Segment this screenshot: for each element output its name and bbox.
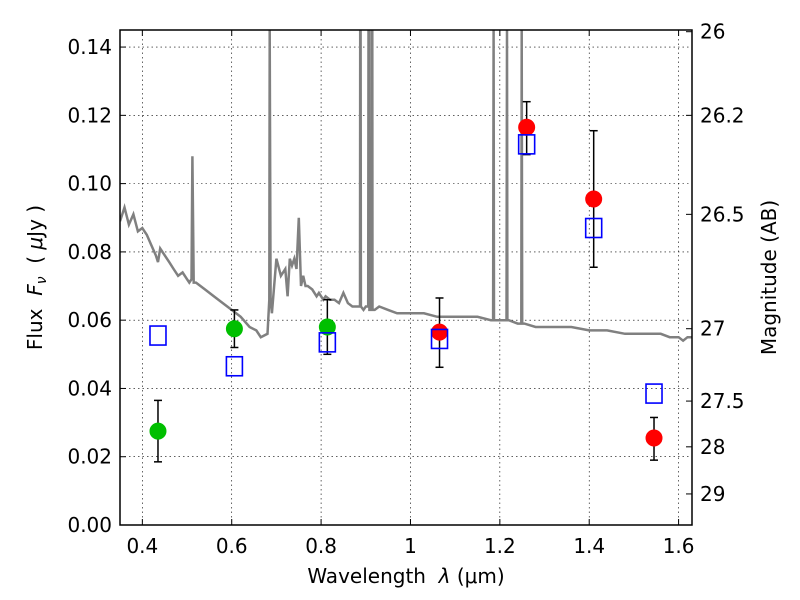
x-axis-label: Wavelength λ (μm) bbox=[307, 564, 504, 588]
model-flux-square bbox=[318, 332, 337, 353]
grid bbox=[120, 30, 692, 526]
y-axis-label: Flux Fν ( μJy ) bbox=[23, 205, 50, 350]
flux-point bbox=[518, 118, 536, 136]
x-tick-label: 0.6 bbox=[216, 534, 248, 558]
y2-tick-label: 28 bbox=[700, 435, 725, 459]
flux-point bbox=[645, 429, 663, 447]
x-tick-label: 0.8 bbox=[305, 534, 337, 558]
axis-ticks: 0.4 0.6 0.8 1 1.2 1.4 1.6 0.00 0.02 0.04 0.06 0.08 0… bbox=[67, 20, 744, 558]
y-tick-label: 0.14 bbox=[67, 35, 112, 59]
x-tick-label: 0.4 bbox=[126, 534, 158, 558]
x-tick-label: 1.4 bbox=[573, 534, 605, 558]
y-tick-label: 0.08 bbox=[67, 240, 112, 264]
flux-point bbox=[431, 323, 449, 341]
plot-frame bbox=[119, 29, 693, 526]
flux-point bbox=[149, 422, 167, 440]
flux-point bbox=[585, 190, 603, 208]
y2-tick-label: 26.5 bbox=[700, 202, 745, 226]
data-points bbox=[149, 100, 663, 463]
model-flux-square bbox=[149, 325, 167, 346]
model-flux-square bbox=[517, 134, 536, 155]
y2-tick-label: 29 bbox=[700, 482, 725, 506]
spectrum-line bbox=[120, 30, 692, 343]
y2-tick-label: 26.2 bbox=[700, 103, 745, 127]
x-tick-label: 1.2 bbox=[484, 534, 516, 558]
y-tick-label: 0.00 bbox=[67, 513, 112, 537]
x-tick-label: 1.6 bbox=[663, 534, 695, 558]
flux-point bbox=[225, 320, 243, 338]
y2-tick-label: 27 bbox=[700, 317, 725, 341]
model-flux-square bbox=[225, 355, 244, 377]
x-tick-label: 1 bbox=[404, 534, 417, 558]
y-tick-label: 0.06 bbox=[67, 308, 112, 332]
right-axis-label: Magnitude (AB) bbox=[757, 200, 781, 355]
y2-tick-label: 27.5 bbox=[700, 389, 745, 413]
spectrum bbox=[120, 30, 692, 343]
y-tick-label: 0.10 bbox=[67, 172, 112, 196]
y-tick-label: 0.02 bbox=[67, 445, 112, 469]
y-tick-label: 0.04 bbox=[67, 376, 112, 400]
model-flux-square bbox=[430, 328, 449, 350]
y2-tick-label: 26 bbox=[700, 20, 725, 44]
model-flux-square bbox=[645, 383, 663, 404]
flux-point bbox=[318, 318, 336, 336]
y-tick-label: 0.12 bbox=[67, 103, 112, 127]
model-flux-square bbox=[584, 217, 603, 239]
